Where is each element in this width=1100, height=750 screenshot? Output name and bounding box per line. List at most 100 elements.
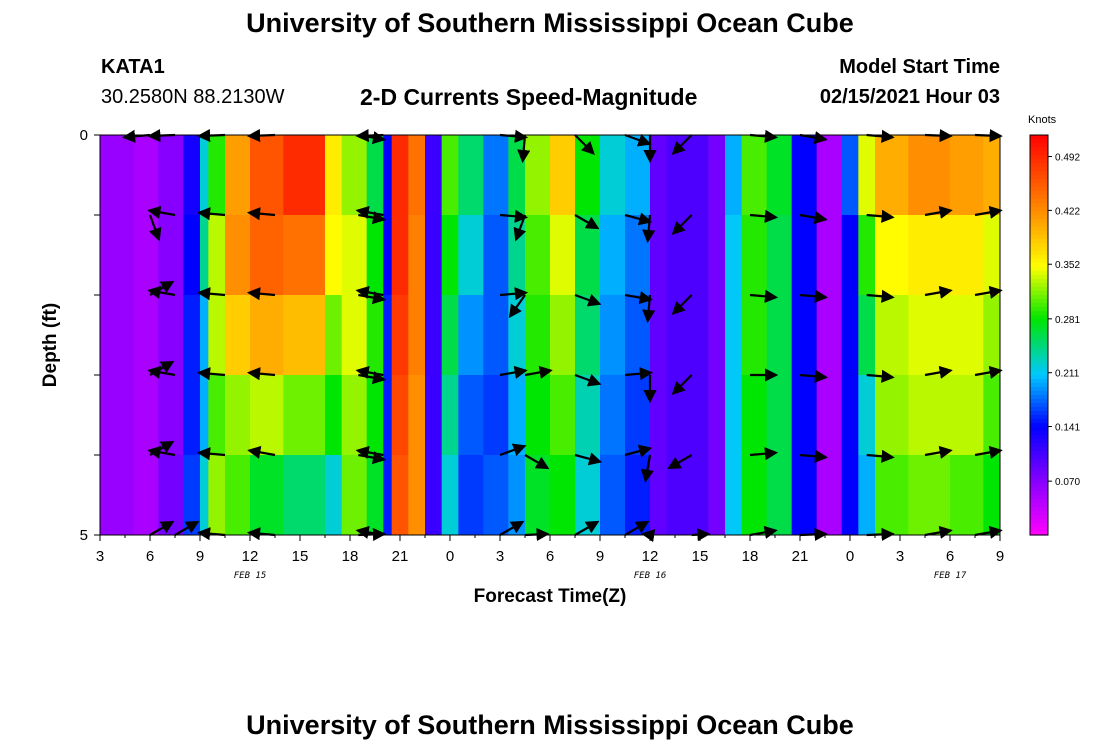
heatmap-cell xyxy=(950,135,984,216)
current-vector xyxy=(524,454,550,470)
heatmap-cell xyxy=(550,135,576,216)
heatmap-cell xyxy=(650,135,668,216)
heatmap-cell xyxy=(391,455,409,536)
heatmap-cell xyxy=(283,295,326,376)
x-tick-label: 21 xyxy=(392,548,409,565)
colorbar-tick-label: 0.141 xyxy=(1055,423,1080,434)
colorbar-segment xyxy=(1030,507,1048,512)
colorbar-segment xyxy=(1030,479,1048,484)
heatmap-cell xyxy=(766,455,793,536)
heatmap-cell xyxy=(225,375,251,456)
heatmap-cell xyxy=(600,215,626,296)
heatmap-cell xyxy=(458,455,484,536)
colorbar-segment xyxy=(1030,323,1048,328)
heatmap-cell xyxy=(100,375,134,456)
current-vector xyxy=(196,287,226,301)
heatmap-cell xyxy=(200,135,209,216)
colorbar-segment xyxy=(1030,175,1048,180)
colorbar-tick-label: 0.492 xyxy=(1055,153,1080,164)
colorbar-segment xyxy=(1030,315,1048,320)
colorbar-segment xyxy=(1030,195,1048,200)
colorbar-segment xyxy=(1030,163,1048,168)
current-vector xyxy=(149,520,175,536)
colorbar-tick-label: 0.070 xyxy=(1055,477,1080,488)
colorbar-segment xyxy=(1030,227,1048,232)
heatmap-cell xyxy=(950,375,984,456)
colorbar-segment xyxy=(1030,275,1048,280)
colorbar-segment xyxy=(1030,251,1048,256)
colorbar-segment xyxy=(1030,155,1048,160)
x-tick-label: 15 xyxy=(292,548,309,565)
x-tick-label: 15 xyxy=(692,548,709,565)
heatmap-cell xyxy=(950,295,984,376)
x-tick-label: 3 xyxy=(96,548,104,565)
current-vector xyxy=(147,205,176,219)
colorbar-unit: Knots xyxy=(1028,114,1057,126)
heatmap-cell xyxy=(858,215,876,296)
heatmap-cell xyxy=(791,295,818,376)
heatmap-cell xyxy=(766,295,793,376)
heatmap-cell xyxy=(366,135,384,216)
colorbar-segment xyxy=(1030,183,1048,188)
heatmap-cell xyxy=(650,295,668,376)
heatmap-cell xyxy=(725,135,743,216)
colorbar-segment xyxy=(1030,523,1048,528)
heatmap-cell xyxy=(575,295,601,376)
heatmap-cell xyxy=(225,455,251,536)
current-vector xyxy=(174,520,200,536)
heatmap-cell xyxy=(983,455,1001,536)
colorbar-segment xyxy=(1030,435,1048,440)
heatmap-cell xyxy=(858,135,876,216)
current-vector xyxy=(671,294,693,315)
current-vector xyxy=(624,520,650,536)
colorbar-segment xyxy=(1030,139,1048,144)
colorbar-segment xyxy=(1030,291,1048,296)
heatmap-cell xyxy=(650,215,668,296)
heatmap-cell xyxy=(841,455,859,536)
colorbar-segment xyxy=(1030,375,1048,380)
heatmap-cell xyxy=(600,375,626,456)
colorbar-segment xyxy=(1030,443,1048,448)
current-vector xyxy=(924,365,953,379)
current-vector xyxy=(640,454,654,483)
current-vector xyxy=(799,449,829,463)
colorbar-segment xyxy=(1030,279,1048,284)
colorbar-segment xyxy=(1030,319,1048,324)
current-vector xyxy=(749,209,779,223)
colorbar-segment xyxy=(1030,191,1048,196)
heatmap-cell xyxy=(741,295,768,376)
heatmap-cell xyxy=(391,375,409,456)
heatmap-cell xyxy=(208,215,226,296)
heatmap-cell xyxy=(650,375,668,456)
current-vector xyxy=(671,134,693,155)
colorbar-segment xyxy=(1030,303,1048,308)
current-vector xyxy=(974,365,1003,379)
colorbar-segment xyxy=(1030,135,1048,140)
x-tick-label: 3 xyxy=(496,548,504,565)
heatmap-cells xyxy=(100,135,1001,536)
heatmap-cell xyxy=(725,455,743,536)
current-vector xyxy=(624,133,652,147)
y-tick-label: 5 xyxy=(80,527,88,544)
colorbar-segment xyxy=(1030,515,1048,520)
heatmap-cell xyxy=(841,135,859,216)
colorbar-segment xyxy=(1030,439,1048,444)
colorbar-segment xyxy=(1030,463,1048,468)
date-label: FEB 16 xyxy=(634,571,667,581)
heatmap-cell xyxy=(525,135,551,216)
heatmap-cell xyxy=(366,295,384,376)
colorbar-segment xyxy=(1030,531,1048,536)
colorbar-segment xyxy=(1030,339,1048,344)
heatmap-cell xyxy=(766,375,793,456)
plot-axes: 3 6 9 12 15 18 21 0 3 6 9 12 15 18 21 0 3 6 9 FEB 15 FEB 16 F… xyxy=(80,127,1005,581)
heatmap-cell xyxy=(325,375,343,456)
heatmap-cell xyxy=(983,135,1001,216)
colorbar-segment xyxy=(1030,335,1048,340)
heatmap-cell xyxy=(666,215,709,296)
current-vector xyxy=(196,447,226,461)
x-tick-label: 9 xyxy=(596,548,604,565)
model-start-time: 02/15/2021 Hour 03 xyxy=(819,86,1000,108)
current-vector xyxy=(499,209,529,223)
heatmap-cell xyxy=(841,215,859,296)
heatmap-cell xyxy=(200,295,209,376)
